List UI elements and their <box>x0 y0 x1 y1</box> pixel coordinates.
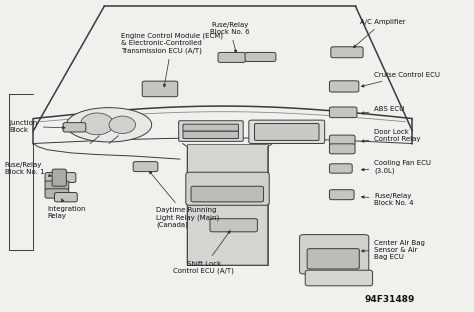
FancyBboxPatch shape <box>133 162 158 172</box>
Polygon shape <box>66 108 152 142</box>
Text: Door Lock
Control Relay: Door Lock Control Relay <box>362 129 421 142</box>
Text: Fuse/Relay
Block No. 1: Fuse/Relay Block No. 1 <box>5 162 51 177</box>
Text: A/C Amplifier: A/C Amplifier <box>354 19 406 47</box>
FancyBboxPatch shape <box>45 173 76 183</box>
FancyBboxPatch shape <box>45 189 69 198</box>
FancyBboxPatch shape <box>52 169 66 186</box>
FancyBboxPatch shape <box>179 121 243 141</box>
Text: Junction
Block: Junction Block <box>9 120 65 133</box>
Text: Integration
Relay: Integration Relay <box>47 199 86 219</box>
FancyBboxPatch shape <box>186 172 269 205</box>
Text: Cooling Fan ECU
(3.0L): Cooling Fan ECU (3.0L) <box>362 160 431 174</box>
FancyBboxPatch shape <box>329 144 355 154</box>
FancyBboxPatch shape <box>329 164 352 173</box>
Circle shape <box>81 113 114 135</box>
FancyBboxPatch shape <box>45 181 69 190</box>
FancyBboxPatch shape <box>329 190 354 200</box>
Text: Daytime Running
Light Relay (Main)
(Canada): Daytime Running Light Relay (Main) (Cana… <box>149 171 219 228</box>
FancyBboxPatch shape <box>55 193 77 202</box>
FancyBboxPatch shape <box>305 270 373 286</box>
FancyBboxPatch shape <box>329 81 359 92</box>
FancyBboxPatch shape <box>329 135 355 145</box>
Text: Fuse/Relay
Block No. 6: Fuse/Relay Block No. 6 <box>210 22 250 53</box>
FancyBboxPatch shape <box>245 52 276 61</box>
FancyBboxPatch shape <box>183 131 238 139</box>
FancyBboxPatch shape <box>249 120 325 144</box>
Text: 94F31489: 94F31489 <box>365 295 415 304</box>
FancyBboxPatch shape <box>329 107 357 118</box>
FancyBboxPatch shape <box>331 47 363 58</box>
Text: Fuse/Relay
Block No. 4: Fuse/Relay Block No. 4 <box>362 193 414 206</box>
FancyBboxPatch shape <box>300 235 369 274</box>
Circle shape <box>109 116 136 134</box>
FancyBboxPatch shape <box>191 186 264 202</box>
FancyBboxPatch shape <box>218 52 246 62</box>
Text: Cruise Control ECU: Cruise Control ECU <box>361 72 440 87</box>
FancyBboxPatch shape <box>210 219 257 232</box>
FancyBboxPatch shape <box>307 249 359 269</box>
FancyBboxPatch shape <box>183 124 238 131</box>
FancyBboxPatch shape <box>142 81 178 97</box>
Polygon shape <box>187 144 268 265</box>
FancyBboxPatch shape <box>255 124 319 140</box>
Text: Shift Lock
Control ECU (A/T): Shift Lock Control ECU (A/T) <box>173 231 234 274</box>
Text: Center Air Bag
Sensor & Air
Bag ECU: Center Air Bag Sensor & Air Bag ECU <box>362 240 425 260</box>
FancyBboxPatch shape <box>63 123 86 132</box>
Text: ABS ECU: ABS ECU <box>362 106 405 114</box>
Text: Engine Control Module (ECM)
& Electronic-Controlled
Transmission ECU (A/T): Engine Control Module (ECM) & Electronic… <box>121 33 223 87</box>
